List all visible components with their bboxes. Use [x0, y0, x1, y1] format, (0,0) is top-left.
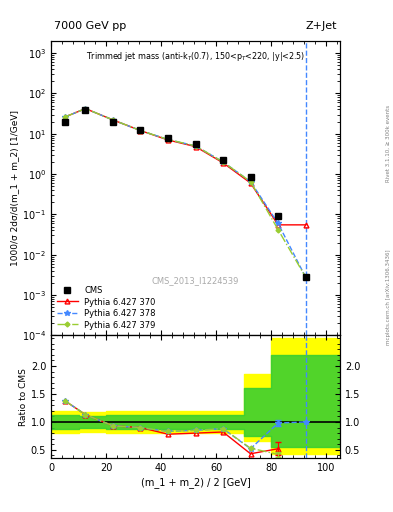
CMS: [248, 174, 253, 180]
Pythia 6.427 370: [166, 137, 171, 143]
Line: Pythia 6.427 378: Pythia 6.427 378: [62, 106, 309, 280]
Pythia 6.427 379: [276, 226, 281, 232]
Y-axis label: 1000/σ 2dσ/d(m_1 + m_2) [1/GeV]: 1000/σ 2dσ/d(m_1 + m_2) [1/GeV]: [10, 110, 19, 266]
CMS: [62, 119, 67, 125]
Line: Pythia 6.427 370: Pythia 6.427 370: [62, 106, 308, 227]
CMS: [276, 213, 281, 219]
Pythia 6.427 378: [221, 159, 226, 165]
Pythia 6.427 370: [138, 127, 143, 134]
Pythia 6.427 379: [248, 179, 253, 185]
Pythia 6.427 378: [248, 179, 253, 185]
CMS: [138, 127, 143, 133]
Line: CMS: CMS: [62, 107, 309, 280]
Pythia 6.427 378: [276, 220, 281, 226]
Pythia 6.427 378: [193, 143, 198, 149]
Line: Pythia 6.427 379: Pythia 6.427 379: [63, 107, 307, 279]
Text: Trimmed jet mass (anti-k$_T$(0.7), 150<p$_T$<220, |y|<2.5): Trimmed jet mass (anti-k$_T$(0.7), 150<p…: [86, 50, 305, 63]
Pythia 6.427 378: [303, 274, 308, 280]
Text: CMS_2013_I1224539: CMS_2013_I1224539: [152, 276, 239, 285]
Text: Z+Jet: Z+Jet: [305, 20, 337, 31]
Pythia 6.427 370: [62, 114, 67, 120]
Pythia 6.427 370: [193, 143, 198, 150]
Legend: CMS, Pythia 6.427 370, Pythia 6.427 378, Pythia 6.427 379: CMS, Pythia 6.427 370, Pythia 6.427 378,…: [55, 284, 158, 331]
CMS: [111, 119, 116, 125]
Pythia 6.427 379: [83, 105, 88, 112]
Pythia 6.427 379: [111, 117, 116, 123]
Pythia 6.427 379: [221, 159, 226, 165]
Pythia 6.427 370: [248, 180, 253, 186]
Pythia 6.427 378: [166, 136, 171, 142]
Pythia 6.427 379: [62, 114, 67, 120]
Pythia 6.427 378: [111, 117, 116, 123]
Pythia 6.427 370: [303, 222, 308, 228]
CMS: [303, 274, 308, 280]
Text: 7000 GeV pp: 7000 GeV pp: [54, 20, 126, 31]
CMS: [166, 135, 171, 141]
Pythia 6.427 379: [193, 143, 198, 149]
Pythia 6.427 379: [166, 136, 171, 142]
Pythia 6.427 378: [62, 114, 67, 120]
Pythia 6.427 378: [83, 105, 88, 112]
Text: mcplots.cern.ch [arXiv:1306.3436]: mcplots.cern.ch [arXiv:1306.3436]: [386, 249, 391, 345]
X-axis label: (m_1 + m_2) / 2 [GeV]: (m_1 + m_2) / 2 [GeV]: [141, 477, 250, 488]
Pythia 6.427 379: [138, 127, 143, 134]
Pythia 6.427 370: [276, 222, 281, 228]
Pythia 6.427 378: [138, 127, 143, 134]
Pythia 6.427 370: [111, 117, 116, 123]
Y-axis label: Ratio to CMS: Ratio to CMS: [19, 368, 28, 426]
Pythia 6.427 370: [83, 105, 88, 112]
Pythia 6.427 370: [221, 160, 226, 166]
CMS: [83, 108, 88, 114]
Text: Rivet 3.1.10, ≥ 300k events: Rivet 3.1.10, ≥ 300k events: [386, 105, 391, 182]
CMS: [221, 157, 226, 163]
CMS: [193, 141, 198, 147]
Pythia 6.427 379: [303, 274, 308, 280]
